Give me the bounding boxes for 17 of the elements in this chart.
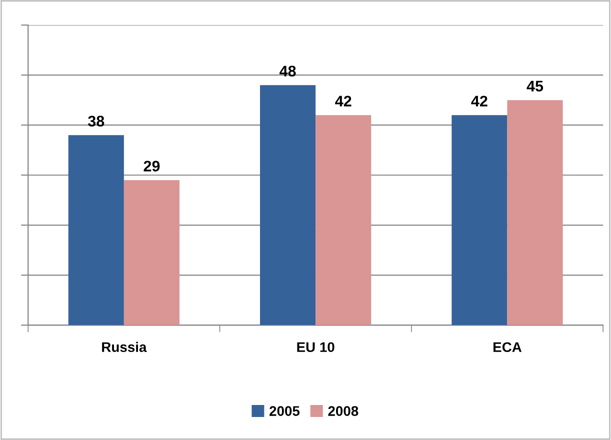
bar [124,180,180,326]
bar [452,115,508,326]
x-tick-label: Russia [102,342,147,352]
data-label: 42 [471,96,488,106]
data-label: 48 [280,66,296,77]
bar [316,115,372,326]
data-label: 45 [526,80,544,92]
legend-label: 2005 [270,406,300,416]
bar [507,100,563,326]
x-tick-label: EU 10 [297,342,334,352]
x-tick-label: ECA [494,342,522,352]
legend-label: 2008 [328,406,358,416]
data-label: 38 [88,116,104,127]
bar [260,85,316,326]
data-label: 29 [144,160,160,172]
bar [68,135,124,326]
data-label: 42 [335,96,352,106]
